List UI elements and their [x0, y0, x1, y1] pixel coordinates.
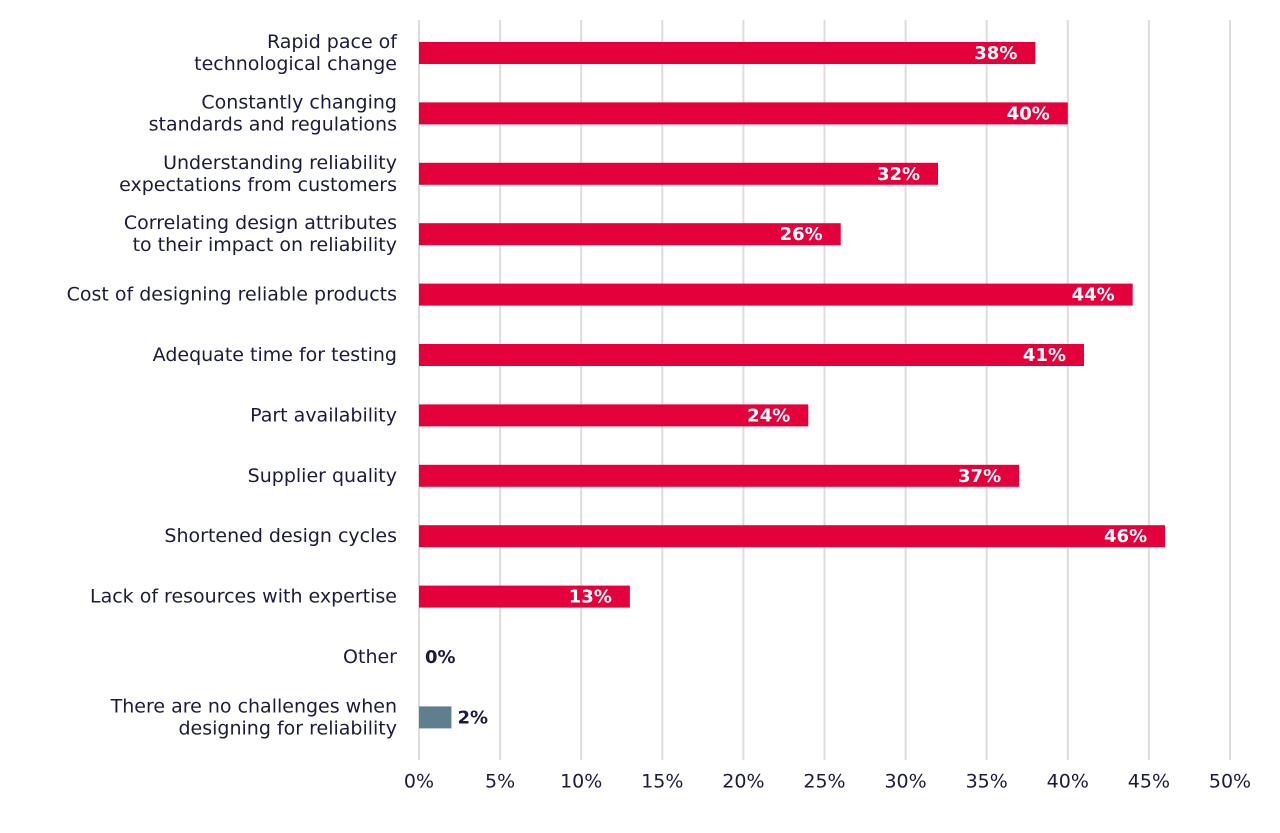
- category-label: Rapid pace of technological change: [194, 31, 398, 75]
- x-tick-label: 5%: [485, 771, 515, 793]
- x-tick-label: 0%: [404, 771, 434, 793]
- x-tick-label: 45%: [1128, 771, 1170, 793]
- x-tick-label: 15%: [641, 771, 683, 793]
- category-label-line: There are no challenges when: [110, 695, 397, 717]
- bar: [419, 102, 1068, 125]
- category-label-line: Supplier quality: [248, 464, 397, 486]
- bar: [419, 283, 1133, 306]
- x-tick-label: 20%: [722, 771, 764, 793]
- category-label: Cost of designing reliable products: [67, 283, 397, 305]
- category-label-line: designing for reliability: [179, 717, 398, 739]
- value-label: 41%: [1023, 345, 1066, 366]
- bar: [419, 464, 1020, 487]
- category-label-line: Understanding reliability: [163, 151, 397, 173]
- category-label-line: standards and regulations: [149, 113, 397, 135]
- value-label: 40%: [1007, 103, 1050, 124]
- category-label-line: Lack of resources with expertise: [90, 585, 397, 607]
- category-label-line: to their impact on reliability: [133, 234, 397, 256]
- category-label-line: Other: [343, 646, 397, 668]
- bar: [419, 162, 939, 185]
- bar: [419, 223, 841, 246]
- category-label-line: Cost of designing reliable products: [67, 283, 397, 305]
- value-label: 32%: [877, 164, 920, 185]
- x-tick-label: 25%: [803, 771, 845, 793]
- category-label: Constantly changing standards and regulat…: [149, 91, 397, 135]
- bar: [419, 404, 809, 427]
- value-label: 44%: [1072, 285, 1115, 306]
- category-label-line: technological change: [194, 53, 397, 75]
- value-label: 13%: [569, 587, 612, 608]
- category-label-line: Shortened design cycles: [164, 525, 397, 547]
- category-label: There are no challenges when designing fo…: [110, 695, 397, 739]
- bar: [419, 525, 1166, 548]
- value-label: 2%: [457, 707, 488, 728]
- category-label-line: expectations from customers: [119, 173, 397, 195]
- bar: [419, 344, 1085, 366]
- x-tick-label: 50%: [1209, 771, 1251, 793]
- category-label-line: Correlating design attributes: [124, 212, 397, 234]
- category-label-line: Adequate time for testing: [153, 344, 397, 366]
- category-label: Part availability: [250, 404, 397, 426]
- category-label: Adequate time for testing: [153, 344, 397, 366]
- bar: [419, 42, 1036, 64]
- value-label: 26%: [780, 224, 823, 245]
- value-label: 46%: [1104, 526, 1147, 547]
- category-label-line: Rapid pace of: [267, 31, 398, 53]
- value-label: 38%: [974, 43, 1017, 64]
- x-tick-label: 40%: [1047, 771, 1089, 793]
- category-label: Shortened design cycles: [164, 525, 397, 547]
- category-label: Lack of resources with expertise: [90, 585, 397, 607]
- category-label: Understanding reliability expectations fr…: [119, 151, 397, 195]
- category-label-line: Part availability: [250, 404, 397, 426]
- x-tick-label: 10%: [560, 771, 602, 793]
- value-label: 0%: [425, 647, 456, 668]
- category-label: Supplier quality: [248, 464, 397, 486]
- bar: [419, 585, 630, 608]
- category-label: Other: [343, 646, 397, 668]
- value-label: 24%: [747, 405, 790, 426]
- x-tick-label: 35%: [966, 771, 1008, 793]
- value-label: 37%: [958, 466, 1001, 487]
- bar: [419, 706, 452, 729]
- category-label: Correlating design attributes to their im…: [124, 212, 397, 256]
- category-label-line: Constantly changing: [201, 91, 397, 113]
- x-tick-label: 30%: [884, 771, 926, 793]
